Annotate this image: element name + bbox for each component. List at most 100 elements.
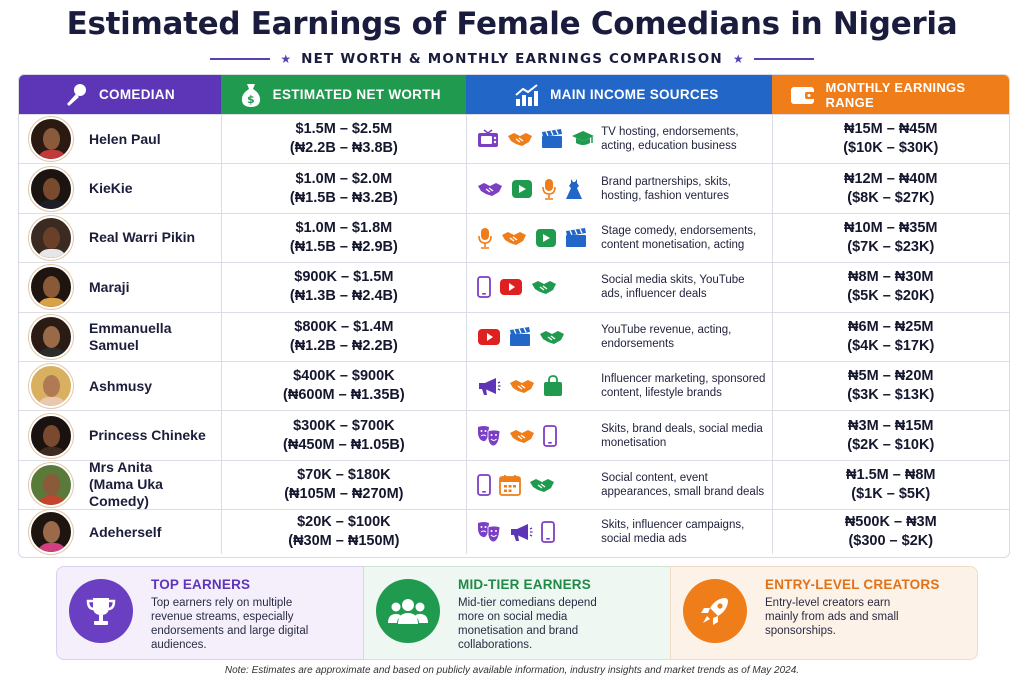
monthly-usd: ($3K – $13K): [847, 387, 935, 404]
card-text: Mid-tier comedians depend more on social…: [458, 597, 597, 651]
income-sources-text: Social content, event appearances, small…: [601, 471, 765, 498]
comedian-name: Ashmusy: [89, 377, 153, 394]
cell-income-sources: Skits, brand deals, social media monetis…: [466, 411, 771, 460]
income-sources-text: Skits, influencer campaigns, social medi…: [601, 519, 745, 546]
table-row: Maraji $900K – $1.5M (₦1.3B – ₦2.4B) Social…: [19, 262, 1010, 312]
divider-left: [210, 58, 271, 60]
table-row: Helen Paul $1.5M – $2.5M (₦2.2B – ₦3.8B) TV…: [19, 114, 1010, 164]
cell-comedian: Helen Paul: [19, 115, 221, 163]
header-income-sources: MAIN INCOME SOURCES: [466, 75, 772, 114]
header-income-sources-label: MAIN INCOME SOURCES: [550, 87, 719, 102]
cell-monthly-earnings: ₦6M – ₦25M ($4K – $17K): [771, 312, 1010, 361]
cell-income-sources: TV hosting, endorsements, acting, educat…: [466, 115, 771, 164]
income-icons: [477, 129, 601, 149]
monthly-usd: ($5K – $20K): [847, 288, 935, 305]
comedian-name: Princess Chineke: [89, 427, 206, 444]
card-title: MID-TIER EARNERS: [458, 577, 591, 592]
handshake-icon: [477, 180, 503, 198]
handshake-icon: [501, 229, 527, 247]
card-text: Top earners rely on multiple revenue str…: [151, 597, 309, 651]
cell-net-worth: $900K – $1.5M (₦1.3B – ₦2.4B): [220, 263, 467, 312]
net-worth-usd: $1.0M – $1.8M: [295, 219, 393, 236]
cell-monthly-earnings: ₦12M – ₦40M ($8K – $27K): [771, 164, 1010, 213]
tv-icon: [477, 129, 499, 149]
header-monthly-earnings: MONTHLY EARNINGS RANGE: [771, 75, 1009, 114]
megaphone-icon: [477, 376, 501, 396]
subtitle-row: ★ NET WORTH & MONTHLY EARNINGS COMPARISO…: [0, 49, 1024, 69]
phone-icon: [477, 474, 492, 496]
shopping-bag-icon: [543, 375, 563, 397]
cell-income-sources: YouTube revenue, acting, endorsements: [466, 312, 771, 361]
card-title: ENTRY-LEVEL CREATORS: [765, 577, 940, 592]
graduation-cap-icon: [571, 130, 595, 148]
cell-income-sources: Stage comedy, endorsements, content mone…: [466, 213, 771, 263]
cell-comedian: Emmanuella Samuel: [19, 313, 221, 361]
play-icon: [535, 228, 557, 248]
money-bag-icon: $: [241, 83, 260, 107]
monthly-usd: ($8K – $27K): [847, 189, 935, 206]
net-worth-usd: $400K – $900K: [293, 368, 395, 385]
net-worth-ngn: (₦30M – ₦150M): [288, 533, 400, 550]
cell-monthly-earnings: ₦15M – ₦45M ($10K – $30K): [771, 115, 1010, 164]
cell-monthly-earnings: ₦8M – ₦30M ($5K – $20K): [771, 263, 1010, 312]
subtitle: NET WORTH & MONTHLY EARNINGS COMPARISON: [301, 51, 723, 67]
table-row: Emmanuella Samuel $800K – $1.4M (₦1.2B – ₦…: [19, 311, 1010, 361]
header-monthly-earnings-label: MONTHLY EARNINGS RANGE: [825, 79, 966, 110]
cell-income-sources: Social media skits, YouTube ads, influen…: [466, 263, 771, 312]
monthly-usd: ($7K – $23K): [847, 238, 935, 255]
cell-income-sources: Brand partnerships, skits, hosting, fash…: [466, 164, 771, 213]
monthly-ngn: ₦500K – ₦3M: [844, 514, 937, 531]
star-icon: ★: [280, 52, 292, 66]
chart-growth-icon: [515, 83, 539, 106]
dress-icon: [565, 178, 583, 200]
cell-net-worth: $400K – $900K (₦600M – ₦1.35B): [220, 361, 467, 411]
income-icons: [477, 474, 601, 496]
header-net-worth: $ ESTIMATED NET WORTH: [220, 75, 467, 114]
income-icons: [477, 326, 601, 347]
header-comedian: COMEDIAN: [19, 75, 221, 114]
table-row: KieKie $1.0M – $2.0M (₦1.5B – ₦3.2B) Brand …: [19, 163, 1010, 213]
table-header: COMEDIAN $ ESTIMATED NET WORTH MAIN INCO…: [19, 75, 1009, 114]
table-row: Ashmusy $400K – $900K (₦600M – ₦1.35B) Infl…: [19, 360, 1010, 411]
microphone-icon: [541, 178, 557, 200]
cell-net-worth: $300K – $700K (₦450M – ₦1.05B): [220, 411, 467, 460]
earnings-tier-cards: TOP EARNERS Top earners rely on multiple…: [56, 566, 978, 660]
megaphone-icon: [509, 522, 533, 542]
card-mid-tier-earners: MID-TIER EARNERS Mid-tier comedians depe…: [364, 566, 670, 660]
calendar-icon: [499, 474, 522, 496]
cell-comedian: Adeherself: [19, 510, 221, 555]
net-worth-ngn: (₦1.3B – ₦2.4B): [289, 288, 398, 305]
monthly-usd: ($300 – $2K): [848, 533, 934, 550]
avatar: [29, 462, 73, 507]
income-sources-text: Skits, brand deals, social media monetis…: [601, 422, 763, 449]
handshake-icon: [531, 278, 557, 296]
net-worth-ngn: (₦105M – ₦270M): [284, 485, 404, 502]
star-icon: ★: [732, 52, 744, 66]
monthly-usd: ($4K – $17K): [847, 337, 935, 354]
theater-masks-icon: [477, 425, 501, 447]
avatar: [29, 215, 73, 260]
income-icons: [477, 424, 601, 447]
income-sources-text: YouTube revenue, acting, endorsements: [601, 323, 732, 350]
avatar: [29, 314, 73, 359]
rocket-icon: [683, 579, 747, 643]
net-worth-usd: $300K – $700K: [293, 417, 395, 434]
monthly-ngn: ₦3M – ₦15M: [848, 417, 934, 434]
avatar: [29, 510, 73, 555]
cell-comedian: Ashmusy: [19, 362, 221, 410]
handshake-icon: [539, 328, 565, 346]
cell-monthly-earnings: ₦5M – ₦20M ($3K – $13K): [771, 361, 1010, 411]
handshake-icon: [507, 130, 533, 148]
cell-comedian: Princess Chineke: [19, 411, 221, 459]
earnings-table: COMEDIAN $ ESTIMATED NET WORTH MAIN INCO…: [18, 74, 1010, 558]
group-icon: [376, 579, 440, 643]
youtube-icon: [499, 278, 523, 296]
monthly-ngn: ₦12M – ₦40M: [844, 170, 938, 187]
card-text: Entry-level creators earn mainly from ad…: [765, 597, 899, 637]
cell-monthly-earnings: ₦3M – ₦15M ($2K – $10K): [771, 411, 1010, 460]
comedian-name: Emmanuella Samuel: [89, 319, 172, 353]
avatar: [29, 413, 73, 458]
footnote: Note: Estimates are approximate and base…: [224, 665, 800, 676]
monthly-usd: ($10K – $30K): [843, 140, 939, 157]
cell-comedian: Real Warri Pikin: [19, 214, 221, 262]
